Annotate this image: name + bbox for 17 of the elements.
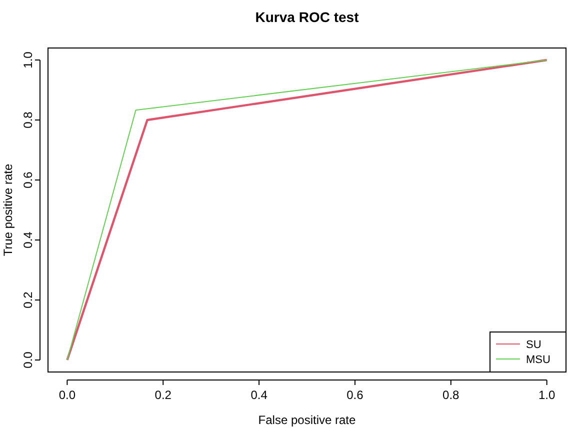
y-tick-label: 0.0 xyxy=(21,351,35,368)
y-tick-label: 0.4 xyxy=(21,231,35,248)
chart-title: Kurva ROC test xyxy=(255,9,360,25)
x-tick-label: 0.4 xyxy=(250,388,268,402)
x-tick-label: 0.2 xyxy=(154,388,172,402)
x-tick-label: 0.6 xyxy=(346,388,364,402)
y-tick-label: 0.2 xyxy=(21,291,35,308)
y-axis-title: True positive rate xyxy=(1,164,15,256)
y-tick-label: 0.6 xyxy=(21,171,35,188)
y-tick-label: 1.0 xyxy=(21,51,35,68)
legend-label: SU xyxy=(526,339,542,351)
x-axis-title: False positive rate xyxy=(258,413,356,427)
x-tick-label: 0.8 xyxy=(442,388,460,402)
legend-label: MSU xyxy=(526,354,550,366)
y-tick-label: 0.8 xyxy=(21,111,35,128)
x-tick-label: 1.0 xyxy=(538,388,556,402)
x-tick-label: 0.0 xyxy=(58,388,76,402)
